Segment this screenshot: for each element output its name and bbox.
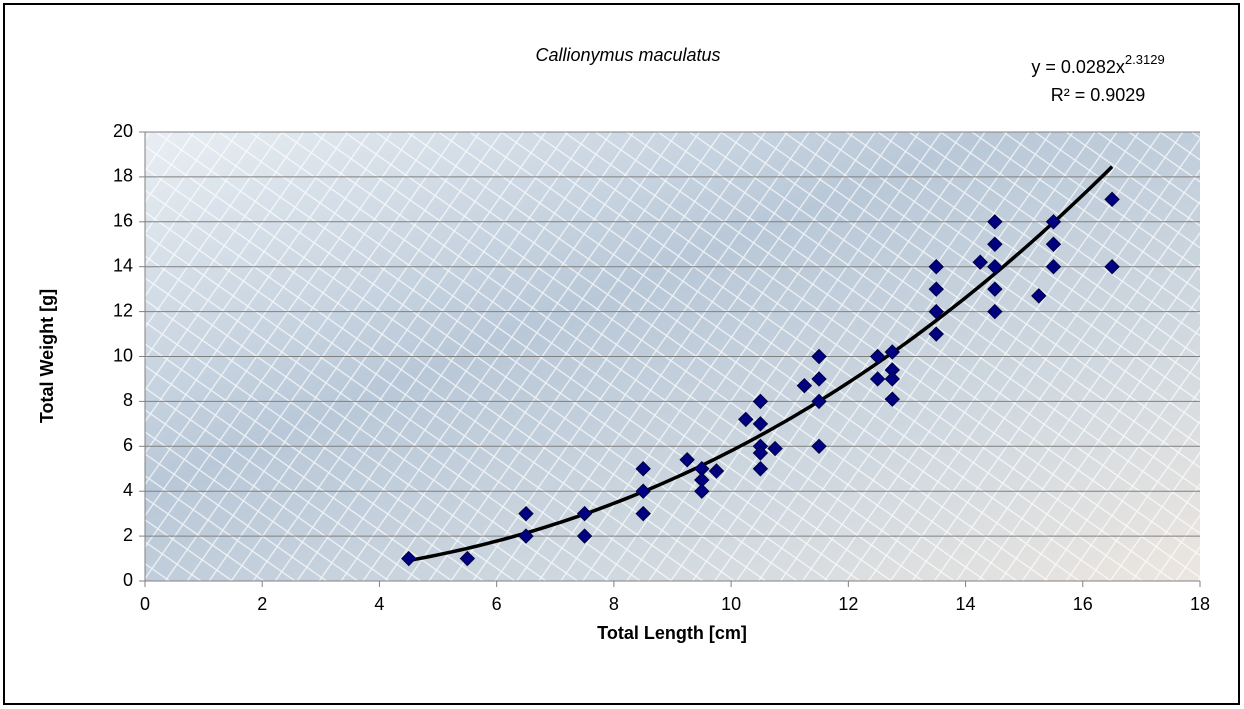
r-squared: R² = 0.9029 [1051, 85, 1146, 105]
data-point [1045, 236, 1062, 252]
data-point [752, 416, 769, 432]
data-point [518, 528, 534, 544]
x-tick-label: 0 [140, 594, 150, 614]
y-tick-label: 20 [113, 121, 133, 141]
data-point [796, 377, 813, 394]
equation-base: y = 0.0282x [1031, 57, 1125, 77]
data-point [635, 461, 651, 477]
data-point [576, 528, 593, 544]
data-point [459, 550, 476, 567]
data-point [869, 371, 886, 387]
x-tick-label: 16 [1073, 594, 1093, 614]
trend-equation: y = 0.0282x2.3129 [1031, 52, 1164, 76]
data-point [401, 550, 417, 567]
y-tick-label: 12 [113, 300, 133, 320]
y-tick-label: 2 [123, 525, 133, 545]
data-point [1104, 258, 1120, 275]
data-point [869, 348, 886, 365]
equation-exponent: 2.3129 [1125, 52, 1165, 67]
data-point [987, 281, 1003, 297]
x-tick-label: 10 [721, 594, 741, 614]
x-tick-label: 8 [609, 594, 619, 614]
data-point [1045, 258, 1062, 275]
y-tick-label: 0 [123, 570, 133, 590]
data-point [972, 254, 988, 270]
data-point [928, 303, 944, 320]
x-tick-label: 12 [838, 594, 858, 614]
y-axis-label: Total Weight [g] [37, 289, 57, 423]
data-point [884, 391, 900, 407]
data-point [752, 461, 769, 477]
data-point [811, 438, 827, 455]
x-axis-label: Total Length [cm] [597, 623, 747, 643]
y-tick-label: 16 [113, 211, 133, 231]
data-point [928, 281, 944, 297]
data-point [738, 411, 754, 428]
data-point [987, 236, 1003, 252]
data-point [811, 371, 827, 387]
data-point [811, 393, 827, 410]
data-point [694, 483, 710, 499]
data-point [679, 452, 695, 468]
y-tick-label: 4 [123, 480, 133, 500]
data-point [987, 258, 1003, 275]
data-point [576, 505, 593, 522]
data-point [767, 440, 783, 457]
data-point [752, 445, 769, 461]
chart-title: Callionymus maculatus [535, 45, 720, 65]
data-point [635, 483, 651, 499]
y-tick-label: 8 [123, 390, 133, 410]
data-point [928, 258, 944, 275]
x-tick-label: 14 [956, 594, 976, 614]
data-point [811, 348, 827, 365]
y-tick-label: 14 [113, 255, 133, 275]
data-point [884, 344, 900, 360]
y-tick-label: 18 [113, 166, 133, 186]
x-tick-label: 4 [374, 594, 384, 614]
data-point [1045, 214, 1062, 230]
data-point [987, 214, 1003, 230]
data-point [518, 505, 534, 522]
x-tick-label: 6 [492, 594, 502, 614]
data-point [987, 303, 1003, 320]
data-point [884, 371, 900, 387]
data-point [1031, 288, 1047, 304]
x-tick-label: 18 [1190, 594, 1210, 614]
y-tick-label: 10 [113, 345, 133, 365]
data-point [928, 326, 944, 342]
data-point [708, 463, 725, 479]
data-point [1104, 191, 1120, 208]
data-point [635, 505, 651, 522]
x-tick-label: 2 [257, 594, 267, 614]
data-point [752, 393, 769, 410]
y-tick-label: 6 [123, 435, 133, 455]
